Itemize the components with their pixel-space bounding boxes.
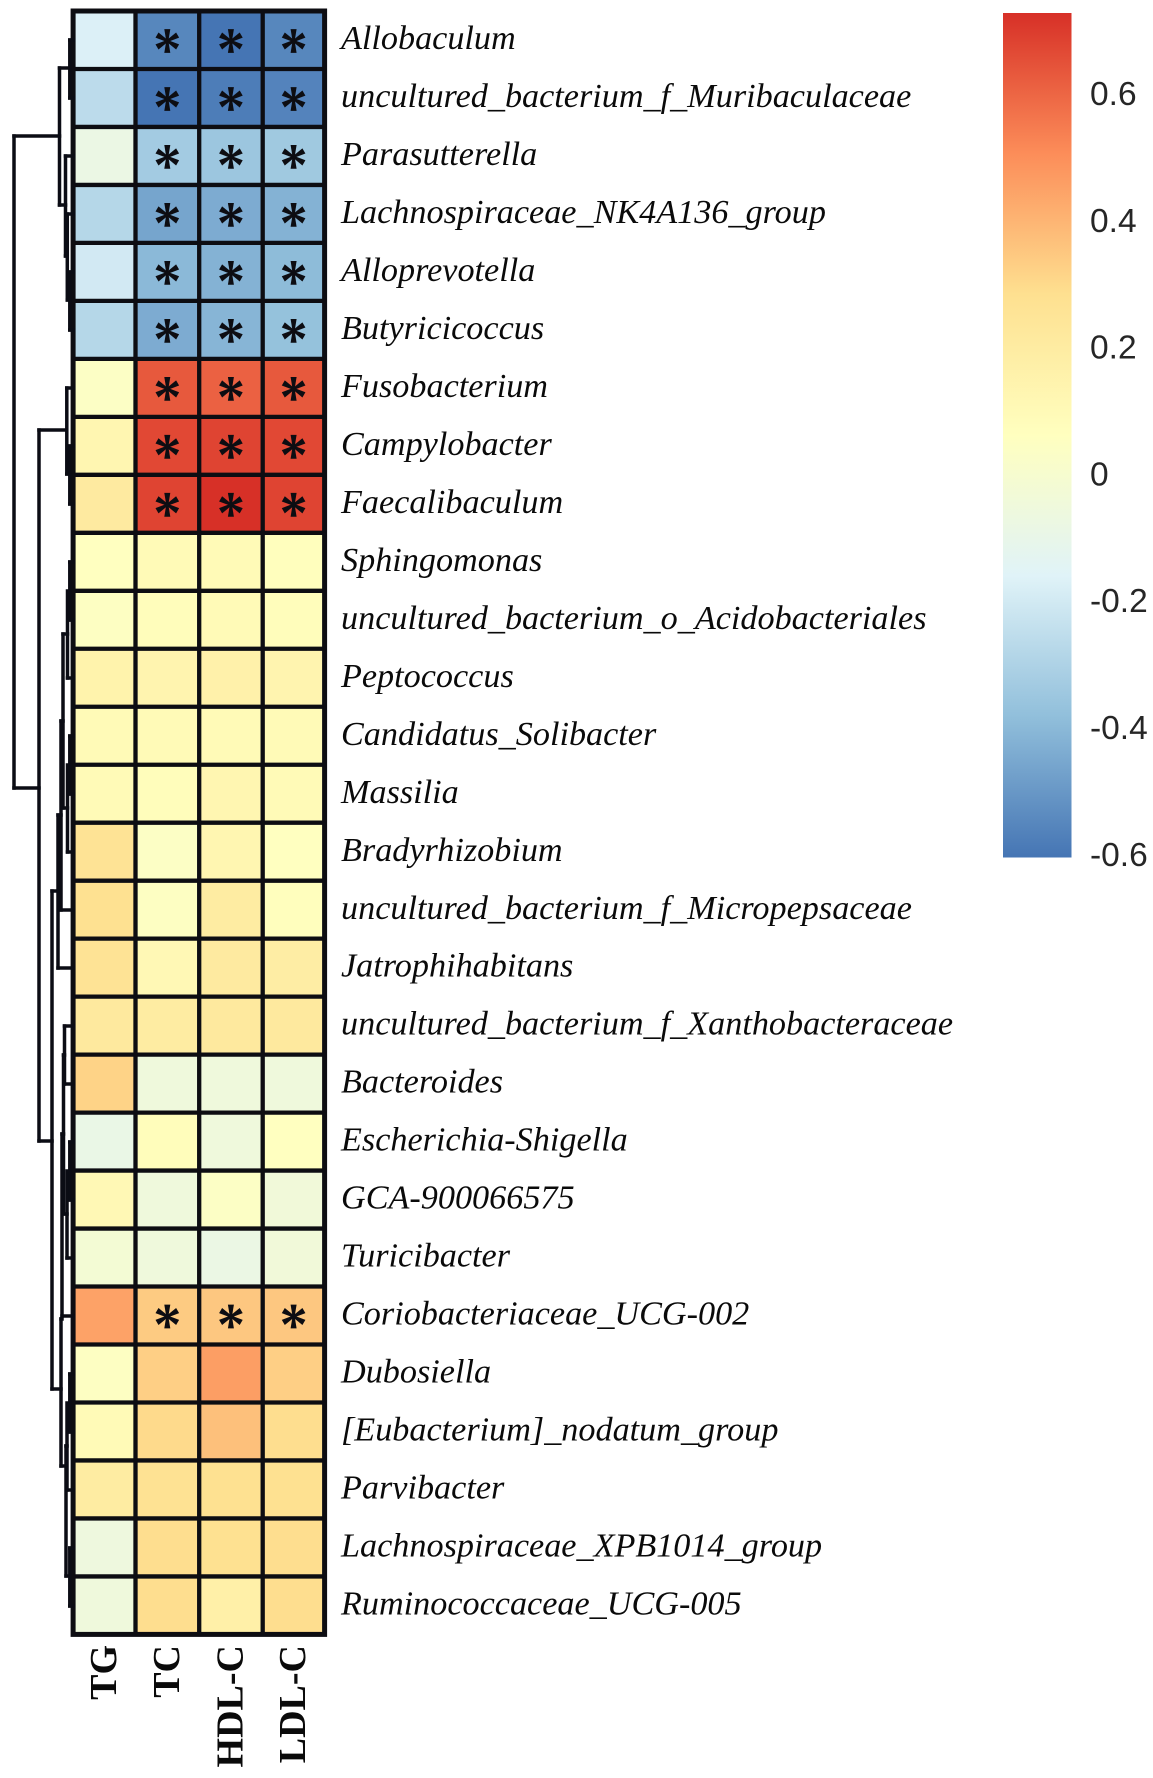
svg-text:-0.6: -0.6 [1090, 837, 1148, 874]
svg-text:Sphingomonas: Sphingomonas [341, 542, 542, 579]
svg-text:Dubosiella: Dubosiella [340, 1354, 491, 1391]
svg-text:-0.2: -0.2 [1090, 583, 1148, 620]
svg-text:TG: TG [83, 1645, 125, 1700]
svg-text:Fusobacterium: Fusobacterium [340, 368, 548, 405]
svg-text:Campylobacter: Campylobacter [341, 426, 552, 463]
svg-text:Alloprevotella: Alloprevotella [339, 252, 535, 289]
svg-text:Jatrophihabitans: Jatrophihabitans [341, 948, 573, 985]
svg-text:Lachnospiraceae_NK4A136_group: Lachnospiraceae_NK4A136_group [340, 194, 826, 231]
svg-text:0: 0 [1090, 456, 1109, 493]
svg-text:Turicibacter: Turicibacter [341, 1238, 511, 1275]
svg-text:Bradyrhizobium: Bradyrhizobium [341, 832, 563, 869]
svg-text:Candidatus_Solibacter: Candidatus_Solibacter [341, 716, 657, 753]
svg-text:Allobaculum: Allobaculum [339, 20, 516, 57]
svg-text:uncultured_bacterium_f_Micrope: uncultured_bacterium_f_Micropepsaceae [341, 890, 912, 927]
svg-text:uncultured_bacterium_f_Muribac: uncultured_bacterium_f_Muribaculaceae [341, 78, 911, 115]
svg-text:Coriobacteriaceae_UCG-002: Coriobacteriaceae_UCG-002 [341, 1296, 749, 1333]
svg-text:0.4: 0.4 [1090, 203, 1137, 240]
svg-text:Escherichia-Shigella: Escherichia-Shigella [340, 1122, 628, 1159]
svg-text:[Eubacterium]_nodatum_group: [Eubacterium]_nodatum_group [341, 1412, 778, 1449]
svg-text:uncultured_bacterium_o_Acidoba: uncultured_bacterium_o_Acidobacteriales [341, 600, 927, 637]
svg-text:Peptococcus: Peptococcus [340, 658, 514, 695]
svg-text:HDL-C: HDL-C [209, 1645, 251, 1767]
svg-text:-0.4: -0.4 [1090, 710, 1148, 747]
svg-text:Parasutterella: Parasutterella [340, 136, 537, 173]
svg-text:GCA-900066575: GCA-900066575 [341, 1180, 575, 1217]
svg-text:0.6: 0.6 [1090, 76, 1137, 113]
svg-text:Faecalibaculum: Faecalibaculum [340, 484, 563, 521]
svg-text:Parvibacter: Parvibacter [340, 1470, 505, 1507]
svg-text:Bacteroides: Bacteroides [341, 1064, 503, 1101]
svg-text:Lachnospiraceae_XPB1014_group: Lachnospiraceae_XPB1014_group [340, 1528, 822, 1565]
svg-text:uncultured_bacterium_f_Xanthob: uncultured_bacterium_f_Xanthobacteraceae [341, 1006, 953, 1043]
svg-text:Butyricicoccus: Butyricicoccus [341, 310, 544, 347]
svg-text:Massilia: Massilia [340, 774, 459, 811]
svg-text:TC: TC [146, 1645, 188, 1698]
svg-text:Ruminococcaceae_UCG-005: Ruminococcaceae_UCG-005 [340, 1586, 742, 1623]
svg-text:0.2: 0.2 [1090, 330, 1137, 367]
svg-text:LDL-C: LDL-C [272, 1645, 314, 1763]
